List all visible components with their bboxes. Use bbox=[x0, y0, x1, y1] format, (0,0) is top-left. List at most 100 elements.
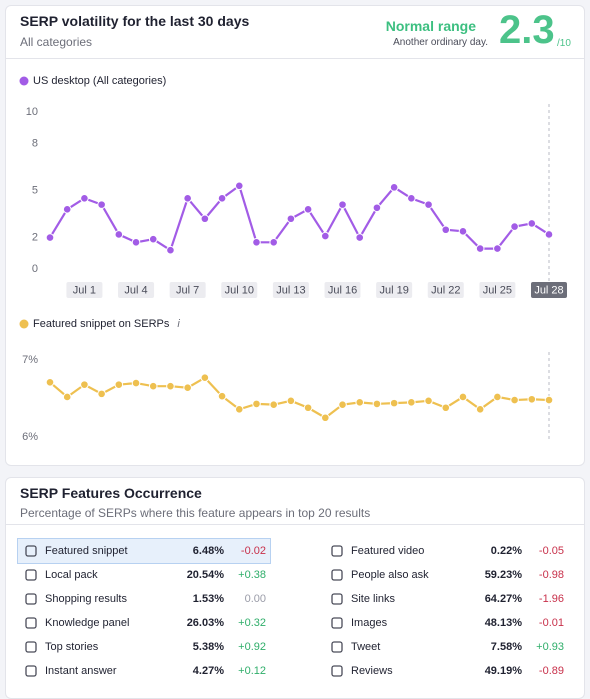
feature-row[interactable]: Instant answer 4.27% +0.12 bbox=[18, 659, 270, 683]
series-line bbox=[49, 183, 550, 252]
data-point bbox=[424, 396, 433, 406]
feature-icon bbox=[25, 641, 37, 653]
feature-icon bbox=[331, 545, 343, 557]
charts: 0 2 5 8 10 Jul 1 Jul 4 Jul 7 Jul 10 Jul 13 Jul 16 J… bbox=[19, 75, 567, 443]
feature-row[interactable]: Top stories 5.38% +0.92 bbox=[18, 635, 270, 659]
card-title: SERP Features Occurrence bbox=[20, 485, 202, 501]
data-point bbox=[269, 238, 278, 247]
data-point bbox=[303, 205, 313, 214]
y-tick-label: 2 bbox=[32, 232, 38, 244]
feature-change: 0.00 bbox=[244, 593, 266, 605]
feature-icon bbox=[25, 545, 37, 557]
data-point bbox=[303, 403, 313, 413]
y-tick-label: 7% bbox=[22, 354, 38, 366]
feature-row[interactable]: Knowledge panel 26.03% +0.32 bbox=[18, 611, 270, 635]
feature-icon bbox=[25, 569, 37, 581]
data-point bbox=[475, 244, 485, 253]
status: Normal range bbox=[385, 18, 476, 34]
feature-name: Featured snippet bbox=[45, 545, 128, 557]
series-line bbox=[49, 376, 550, 420]
feature-name: Site links bbox=[351, 593, 396, 605]
data-point bbox=[458, 392, 468, 402]
feature-row[interactable]: Reviews 49.19% -0.89 bbox=[324, 659, 568, 683]
feature-name: Featured video bbox=[351, 545, 425, 557]
divider bbox=[6, 58, 584, 59]
data-point bbox=[355, 398, 365, 407]
feature-share: 20.54% bbox=[186, 569, 224, 581]
data-point bbox=[441, 403, 451, 413]
data-point bbox=[183, 194, 192, 203]
data-point bbox=[62, 205, 72, 214]
data-point bbox=[338, 200, 347, 209]
data-point bbox=[183, 383, 192, 393]
feature-name: Instant answer bbox=[45, 665, 117, 677]
feature-row[interactable]: Featured snippet 6.48% -0.02 bbox=[17, 538, 271, 564]
data-point bbox=[544, 230, 554, 239]
feature-change: +0.12 bbox=[238, 665, 266, 677]
x-tick-pill bbox=[427, 282, 464, 298]
feature-icon bbox=[25, 617, 37, 629]
feature-change: +0.32 bbox=[238, 617, 266, 629]
data-point bbox=[252, 238, 261, 247]
feature-icon bbox=[331, 569, 343, 581]
data-point bbox=[389, 398, 399, 408]
x-tick-pill bbox=[221, 282, 258, 298]
divider bbox=[6, 524, 584, 525]
x-tick-pill bbox=[324, 282, 361, 298]
data-point bbox=[407, 194, 416, 203]
data-point bbox=[234, 181, 244, 191]
data-point bbox=[286, 214, 296, 224]
feature-share: 0.22% bbox=[490, 545, 522, 557]
x-tick-pill bbox=[272, 282, 309, 298]
feature-row[interactable]: Images 48.13% -0.01 bbox=[324, 611, 568, 635]
y-tick-label: 0 bbox=[32, 263, 38, 275]
feature-name: Images bbox=[351, 617, 388, 629]
data-point bbox=[217, 391, 227, 401]
features-card: SERP Features Occurrence Percentage of S… bbox=[5, 477, 585, 699]
data-point bbox=[200, 373, 210, 383]
data-point bbox=[131, 378, 141, 388]
x-tick-pill bbox=[118, 282, 155, 298]
info-icon: i bbox=[177, 318, 180, 330]
data-point bbox=[493, 244, 502, 253]
card-subtitle: Percentage of SERPs where this feature a… bbox=[20, 506, 371, 520]
feature-row[interactable]: Site links 64.27% -1.96 bbox=[324, 587, 568, 611]
x-tick-label: Jul 7 bbox=[176, 284, 199, 296]
y-tick-label: 6% bbox=[22, 431, 38, 443]
feature-icon bbox=[331, 641, 343, 653]
feature-name: Shopping results bbox=[45, 593, 127, 605]
x-tick-pill bbox=[66, 282, 103, 298]
x-tick-label: Jul 13 bbox=[276, 284, 305, 296]
data-point bbox=[286, 396, 296, 406]
feature-share: 49.19% bbox=[484, 665, 522, 677]
data-point bbox=[527, 219, 537, 228]
legend-marker bbox=[19, 76, 29, 86]
feature-name: People also ask bbox=[351, 569, 429, 581]
feature-share: 64.27% bbox=[484, 593, 522, 605]
data-point bbox=[475, 404, 485, 414]
feature-share: 59.23% bbox=[484, 569, 522, 581]
y-tick-label: 10 bbox=[26, 106, 38, 118]
feature-change: -0.89 bbox=[538, 665, 564, 677]
score-scale: /10 bbox=[557, 38, 571, 49]
data-point bbox=[114, 230, 124, 239]
legend-label: US desktop (All categories) bbox=[33, 75, 166, 87]
feature-share: 48.13% bbox=[484, 617, 522, 629]
feature-row[interactable]: Tweet 7.58% +0.93 bbox=[324, 635, 568, 659]
feature-name: Local pack bbox=[45, 569, 98, 581]
feature-row[interactable]: Shopping results 1.53% 0.00 bbox=[18, 587, 270, 611]
data-point bbox=[389, 183, 399, 192]
feature-icon bbox=[331, 617, 343, 629]
feature-row[interactable]: Featured video 0.22% -0.05 bbox=[324, 539, 568, 563]
card-title: SERP volatility for the last 30 days bbox=[20, 13, 250, 29]
feature-icon bbox=[331, 665, 343, 677]
x-tick-pill bbox=[479, 282, 516, 298]
data-point bbox=[217, 194, 227, 203]
feature-row[interactable]: People also ask 59.23% -0.98 bbox=[324, 563, 568, 587]
data-point bbox=[252, 399, 261, 409]
x-tick-label: Jul 1 bbox=[73, 284, 96, 296]
data-point bbox=[45, 378, 55, 387]
data-point bbox=[527, 394, 537, 404]
feature-icon bbox=[25, 593, 37, 605]
feature-row[interactable]: Local pack 20.54% +0.38 bbox=[18, 563, 270, 587]
